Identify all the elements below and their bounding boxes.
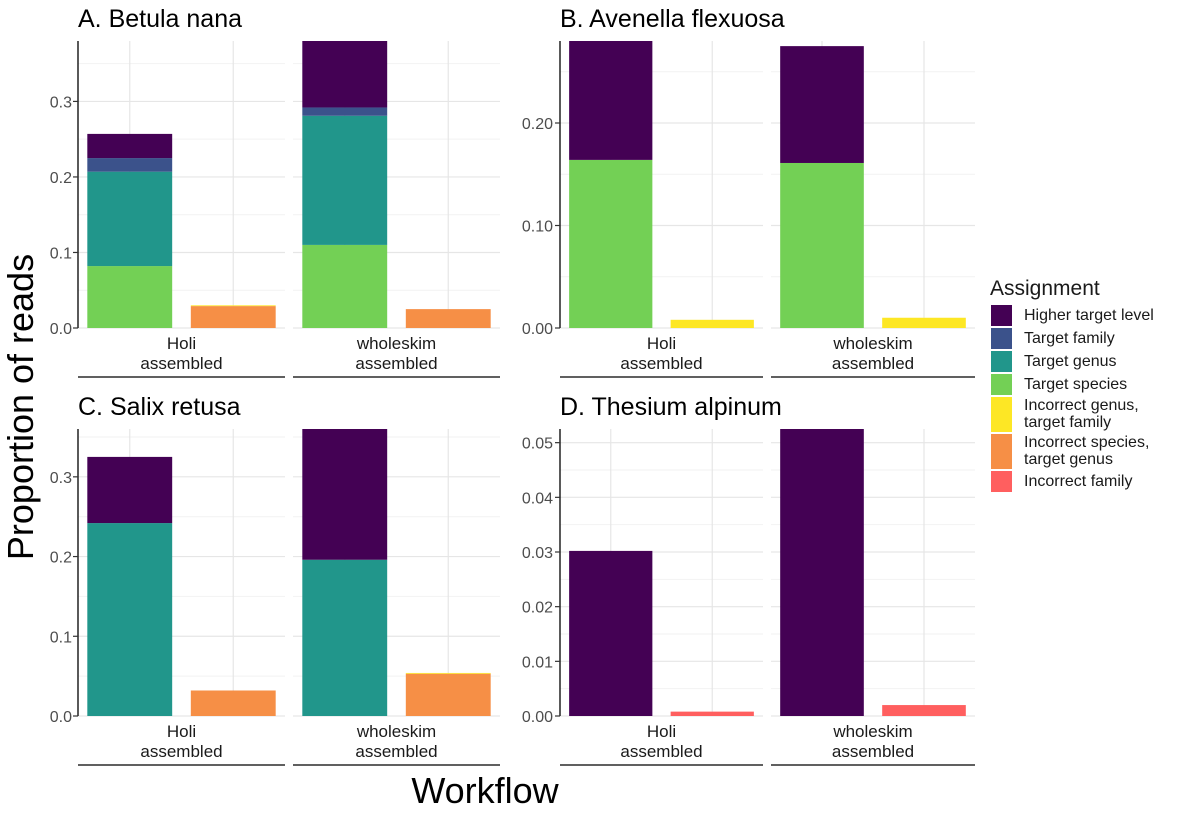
bar-target-genus — [87, 171, 173, 267]
bar-target-genus — [87, 523, 173, 716]
panel-b-avenella-flexuosa: B. Avenella flexuosaHoliassembledwholesk… — [522, 5, 975, 378]
y-tick-label: 0.10 — [522, 219, 553, 236]
facet-label: assembled — [140, 742, 222, 761]
legend: Assignment Higher target level Target fa… — [990, 276, 1180, 493]
legend-label: Higher target level — [1024, 307, 1154, 324]
legend-item-target-genus: Target genus — [990, 350, 1180, 373]
legend-swatch — [991, 397, 1012, 432]
y-tick-label: 0.00 — [522, 709, 553, 726]
facet-label: assembled — [140, 354, 222, 373]
bar-target-species — [780, 162, 864, 328]
bar-higher-target-level — [87, 133, 173, 159]
facet-label: assembled — [832, 742, 914, 761]
bar-incorrect-genus-target-family — [190, 305, 276, 307]
bar-target-species — [302, 244, 388, 328]
legend-item-target-species: Target species — [990, 373, 1180, 396]
legend-label: Incorrect family — [1024, 473, 1133, 490]
y-axis-title: Proportion of reads — [0, 254, 41, 560]
bar-target-genus — [302, 559, 388, 716]
facet-label: assembled — [832, 354, 914, 373]
x-axis-title: Workflow — [411, 770, 559, 811]
bar-incorrect-species-target-genus — [405, 673, 491, 716]
bar-higher-target-level — [302, 41, 388, 108]
y-tick-label: 0.2 — [50, 550, 72, 567]
bar-higher-target-level — [87, 456, 173, 524]
y-tick-label: 0.0 — [50, 321, 72, 338]
legend-item-incorrect-species: Incorrect species, target genus — [990, 433, 1180, 470]
bar-higher-target-level — [302, 429, 388, 560]
legend-swatch — [991, 374, 1012, 395]
legend-title: Assignment — [990, 277, 1100, 300]
bar-target-genus — [302, 115, 388, 245]
y-tick-label: 0.04 — [522, 490, 553, 507]
facet-label: wholeskim — [356, 722, 436, 741]
y-tick-label: 0.1 — [50, 245, 72, 262]
bar-higher-target-level — [780, 46, 864, 163]
facet-label: wholeskim — [832, 722, 912, 741]
facet-label: Holi — [647, 334, 676, 353]
legend-label: Target family — [1024, 330, 1115, 347]
bar-incorrect-genus-target-family — [405, 672, 491, 674]
legend-swatch — [991, 471, 1012, 492]
bar-incorrect-genus-target-family — [670, 319, 754, 328]
y-tick-label: 0.2 — [50, 170, 72, 187]
facet-label: Holi — [167, 722, 196, 741]
legend-item-higher-target-level: Higher target level — [990, 304, 1180, 327]
panel-title: C. Salix retusa — [78, 393, 241, 421]
bar-incorrect-species-target-genus — [190, 306, 276, 328]
facet-label: Holi — [167, 334, 196, 353]
y-tick-label: 0.3 — [50, 94, 72, 111]
panel-a-betula-nana: A. Betula nanaHoliassembledwholeskimasse… — [50, 5, 500, 378]
bar-incorrect-genus-target-family — [882, 317, 966, 328]
facet-label: assembled — [620, 354, 702, 373]
bar-target-family — [87, 158, 173, 172]
legend-swatch — [991, 351, 1012, 372]
panel-c-salix-retusa: C. Salix retusaHoliassembledwholeskimass… — [50, 393, 500, 766]
legend-item-incorrect-family: Incorrect family — [990, 470, 1180, 493]
facet-label: assembled — [355, 354, 437, 373]
legend-label: Target species — [1024, 376, 1128, 393]
y-tick-label: 0.01 — [522, 654, 553, 671]
bar-target-species — [87, 266, 173, 328]
legend-swatch — [991, 328, 1012, 349]
bar-target-family — [302, 107, 388, 116]
bar-target-species — [569, 159, 653, 328]
bar-higher-target-level — [569, 550, 653, 716]
facet-label: Holi — [647, 722, 676, 741]
bar-higher-target-level — [780, 429, 864, 716]
facet-label: assembled — [355, 742, 437, 761]
panel-title: B. Avenella flexuosa — [560, 5, 785, 33]
y-tick-label: 0.03 — [522, 545, 553, 562]
facet-label: assembled — [620, 742, 702, 761]
panel-d-thesium-alpinum: D. Thesium alpinumHoliassembledwholeskim… — [522, 393, 975, 766]
y-tick-label: 0.3 — [50, 470, 72, 487]
legend-swatch — [991, 434, 1012, 469]
y-tick-label: 0.02 — [522, 600, 553, 617]
facet-label: wholeskim — [356, 334, 436, 353]
legend-item-incorrect-genus: Incorrect genus, target family — [990, 396, 1180, 433]
bar-higher-target-level — [569, 41, 653, 160]
legend-label: Incorrect species, target genus — [1024, 434, 1150, 468]
bar-incorrect-family — [882, 705, 966, 716]
bar-incorrect-family — [670, 711, 754, 716]
legend-label: Incorrect genus, target family — [1024, 397, 1139, 431]
bar-incorrect-species-target-genus — [190, 690, 276, 716]
y-tick-label: 0.1 — [50, 629, 72, 646]
y-tick-label: 0.0 — [50, 709, 72, 726]
legend-item-target-family: Target family — [990, 327, 1180, 350]
bar-incorrect-species-target-genus — [405, 309, 491, 328]
y-tick-label: 0.20 — [522, 116, 553, 133]
panel-title: D. Thesium alpinum — [560, 393, 782, 421]
facet-label: wholeskim — [832, 334, 912, 353]
legend-label: Target genus — [1024, 353, 1117, 370]
y-tick-label: 0.00 — [522, 321, 553, 338]
y-tick-label: 0.05 — [522, 436, 553, 453]
legend-swatch — [991, 305, 1012, 326]
panel-title: A. Betula nana — [78, 5, 242, 33]
